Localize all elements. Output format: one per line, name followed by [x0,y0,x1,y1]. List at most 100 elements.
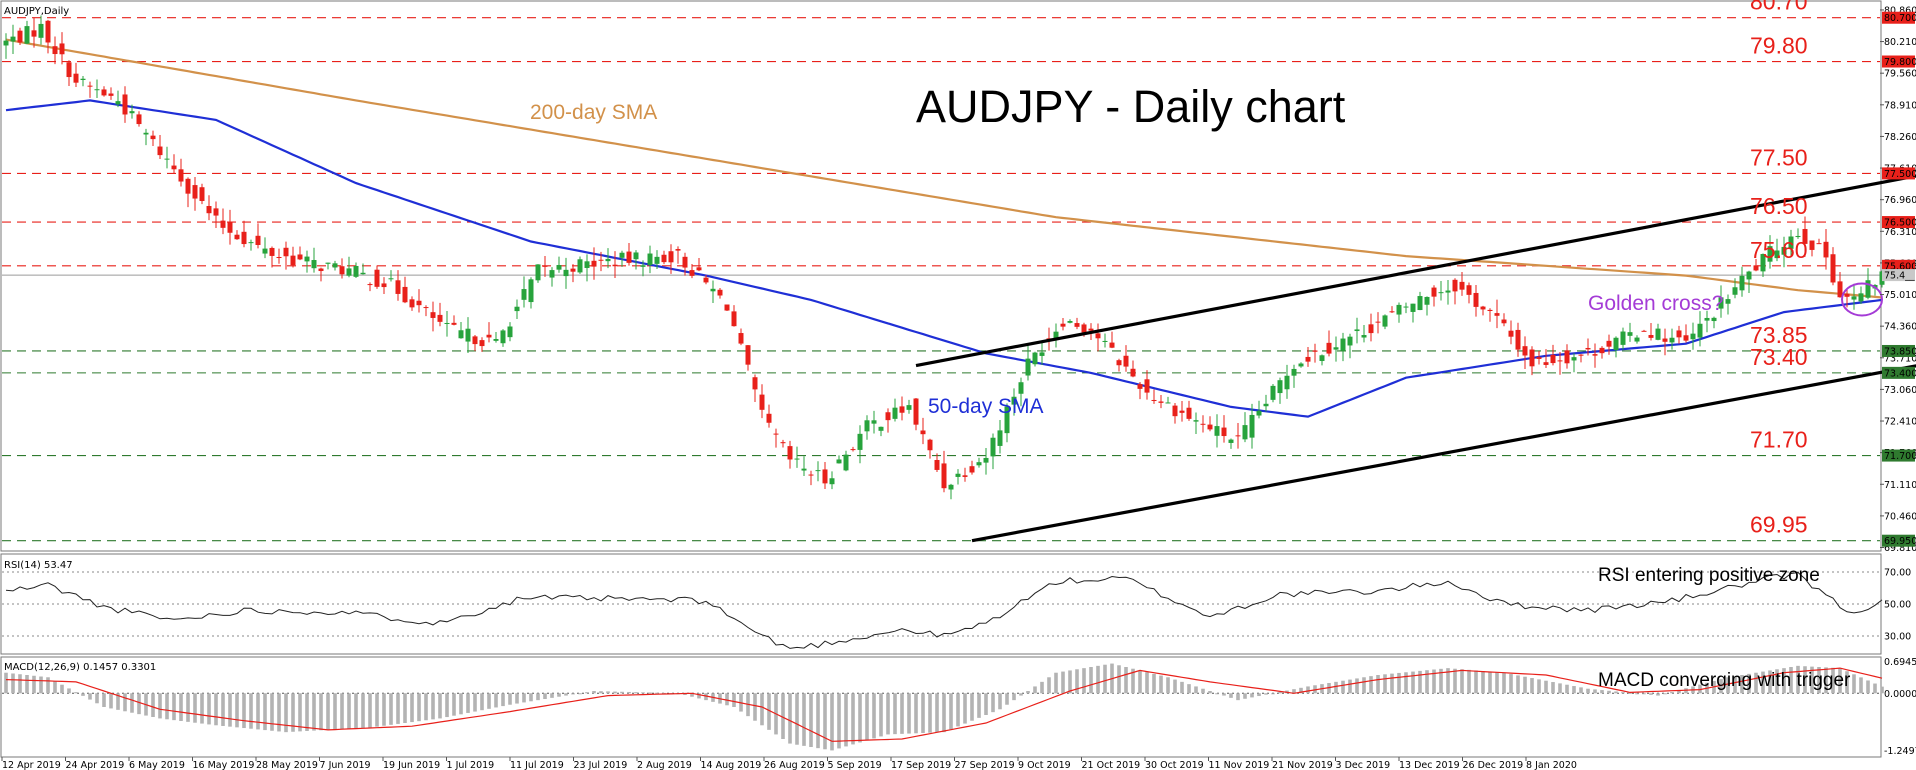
macd-histogram-bar [823,693,827,750]
candle-body [290,255,296,266]
macd-histogram-bar [515,693,519,704]
macd-histogram-bar [1761,671,1765,694]
macd-histogram-bar [361,693,365,728]
candle-body [801,468,807,471]
candle-body [1641,330,1647,332]
level-labels: 80.70 80.700 79.80 79.800 77.50 77.500 76.50 76… [1750,0,1916,547]
candle-body [1186,407,1192,419]
candle-body [1375,321,1381,323]
candle-body [1662,338,1668,342]
candle-body [549,270,555,278]
y-tick-label: 76.960 [1884,195,1916,206]
macd-histogram-bar [1061,671,1065,694]
candle-body [661,254,667,263]
rsi-indicator-label: RSI(14) 53.47 [4,560,73,571]
macd-histogram-bar [452,693,456,716]
macd-histogram-bar [802,693,806,746]
x-tick-label: 5 Sep 2019 [828,760,882,770]
candle-body [458,330,464,339]
candle-body [1102,340,1108,342]
macd-histogram-bar [648,692,652,694]
macd-histogram-bar [1460,669,1464,694]
level-tag-text: 75.600 [1884,261,1916,272]
macd-histogram-bar [1810,666,1814,694]
candle-body [171,165,177,170]
macd-histogram-bar [158,693,162,719]
candle-body [521,289,527,300]
candle-body [206,206,212,214]
level-label-80.70: 80.70 [1750,0,1808,15]
macd-histogram-bar [1670,691,1674,694]
macd-histogram-bar [256,693,260,730]
macd-histogram-bar [53,681,57,694]
candle-body [738,333,744,344]
candle-body [619,252,625,258]
candle-body [143,132,149,135]
macd-histogram-bar [1096,665,1100,694]
candle-body [857,433,863,450]
candle-body [1550,354,1556,364]
candle-body [122,94,128,115]
macd-histogram-bar [1264,693,1268,695]
macd-histogram-bar [1740,675,1744,694]
candle-body [829,478,835,485]
candle-body [1690,333,1696,340]
x-tick-label: 7 Jun 2019 [320,760,371,770]
candle-body [1326,342,1332,354]
sma200-annotation: 200-day SMA [530,101,657,124]
candle-body [185,178,191,194]
macd-histogram-bar [1803,666,1807,694]
candle-body [675,249,681,251]
macd-histogram-bar [347,693,351,729]
macd-histogram-bar [473,693,477,712]
candle-body [724,304,730,311]
candle-body [52,46,58,55]
trend-channel [915,174,1916,543]
macd-histogram-bar [494,693,498,708]
macd-histogram-bar [970,693,974,721]
candle-body [1781,246,1787,255]
candle-body [395,280,401,294]
macd-histogram-bar [4,672,8,694]
macd-histogram-bar [18,674,22,694]
candle-body [1424,296,1430,305]
macd-histogram-bar [214,693,218,726]
candle-body [1445,290,1451,293]
macd-histogram-bar [1824,667,1828,694]
chart-title: AUDJPY - Daily chart [916,81,1346,132]
candle-body [1571,357,1577,361]
rsi-y-tick-label: 50.00 [1884,600,1911,611]
macd-histogram-bar [641,692,645,694]
candle-body [1235,435,1241,437]
candle-body [556,265,562,270]
candle-body [325,262,331,264]
macd-histogram-bar [396,693,400,724]
x-tick-label: 3 Dec 2019 [1336,760,1391,770]
macd-histogram-bar [179,693,183,721]
macd-histogram-bar [886,693,890,735]
candle-body [1606,340,1612,347]
candle-body [1011,396,1017,405]
candle-body [437,314,443,322]
macd-histogram-bar [1600,690,1604,694]
y-tick-label: 80.860 [1884,5,1916,16]
macd-histogram-bar [1411,671,1415,694]
macd-histogram-bar [1257,693,1261,697]
macd-histogram-bar [907,693,911,734]
macd-pane: 0.6945 0.0000 -1.2497 [2,657,1916,757]
macd-histogram-bar [963,693,967,724]
macd-histogram-bar [935,693,939,733]
macd-histogram-bar [200,693,204,724]
macd-histogram-bar [319,693,323,731]
macd-histogram-bar [193,693,197,723]
macd-histogram-bar [1019,693,1023,696]
macd-histogram-bar [1040,681,1044,694]
macd-histogram-bar [781,693,785,739]
x-tick-label: 24 Apr 2019 [66,760,125,770]
macd-histogram-bar [354,693,358,729]
x-tick-label: 11 Nov 2019 [1209,760,1270,770]
x-tick-label: 8 Jan 2020 [1526,760,1577,770]
macd-histogram-bar [599,691,603,694]
candle-body [283,247,289,257]
macd-histogram-bar [627,691,631,694]
